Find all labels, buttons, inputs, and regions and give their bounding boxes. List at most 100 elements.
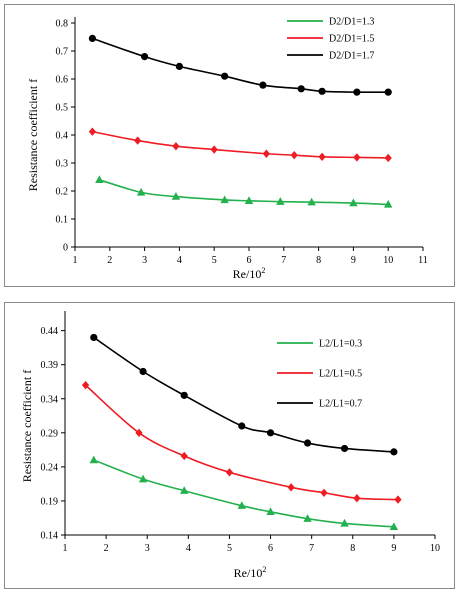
y-tick-label: 0.14	[41, 531, 59, 542]
data-point	[220, 195, 229, 204]
legend-label: L2/L1=0.5	[319, 369, 362, 380]
y-tick-label: 0.29	[41, 428, 59, 439]
x-tick-label: 5	[212, 255, 217, 266]
y-tick-label: 0.6	[56, 75, 69, 86]
data-point	[210, 145, 218, 154]
data-point	[303, 439, 312, 447]
x-tick-label: 3	[145, 543, 150, 554]
data-point	[88, 127, 96, 136]
legend-label: D2/D1=1.3	[329, 17, 374, 28]
data-point	[384, 199, 393, 208]
y-tick-label: 0.2	[56, 187, 69, 198]
x-tick-label: 4	[186, 543, 191, 554]
data-point	[175, 62, 183, 70]
data-point	[134, 136, 142, 145]
y-tick-label: 0.7	[56, 47, 69, 58]
chart-panel-top: 0 0.1 0.2 0.3 0.4 0.5 0.6 0.7 0.8 1 2 3 4 5 6 7 8 9 10 11 Re…	[4, 4, 455, 287]
x-tick-label: 10	[383, 255, 393, 266]
data-point	[95, 175, 104, 183]
data-point	[353, 153, 361, 162]
legend-label: L2/L1=0.7	[319, 399, 362, 410]
y-axis-label: Resistance coefficient f	[26, 79, 40, 191]
data-point	[353, 88, 361, 96]
data-point	[349, 198, 358, 207]
chart-panel-bottom: 0.14 0.19 0.24 0.29 0.34 0.39 0.44 1 2 3 4 5 6 7 8 9 10 R…	[4, 302, 455, 589]
data-point	[390, 448, 398, 456]
x-tick-label: 8	[316, 255, 321, 266]
data-point	[318, 152, 326, 162]
data-point	[141, 53, 149, 61]
data-point	[290, 150, 298, 160]
series-0	[89, 455, 399, 531]
resistance-vs-re-length-ratio-chart: 0.14 0.19 0.24 0.29 0.34 0.39 0.44 1 2 3 4 5 6 7 8 9 10 R…	[20, 311, 440, 580]
y-tick-label: 0.19	[41, 496, 59, 507]
legend-label: L2/L1=0.3	[319, 339, 362, 350]
y-tick-label: 0.4	[56, 131, 69, 142]
data-point	[89, 455, 98, 464]
data-point	[139, 367, 147, 376]
data-point	[266, 429, 275, 437]
x-tick-label: 10	[430, 543, 440, 554]
y-tick-label: 0.34	[41, 394, 59, 405]
data-point	[225, 468, 234, 477]
series-0	[95, 175, 393, 208]
x-tick-label: 1	[73, 255, 78, 266]
data-point	[171, 192, 181, 200]
data-point	[303, 514, 312, 522]
data-point	[180, 451, 188, 461]
y-tick-label: 0.3	[56, 159, 69, 170]
y-tick-label: 0.44	[41, 326, 59, 337]
axes: 0.14 0.19 0.24 0.29 0.34 0.39 0.44 1 2 3 4 5 6 7 8 9 10	[41, 311, 440, 554]
legend-label: D2/D1=1.7	[329, 51, 374, 62]
data-point	[389, 522, 399, 531]
legend: D2/D1=1.3 D2/D1=1.5 D2/D1=1.7	[287, 17, 374, 62]
legend: L2/L1=0.3 L2/L1=0.5 L2/L1=0.7	[277, 339, 362, 410]
x-tick-label: 9	[351, 255, 356, 266]
x-tick-label: 2	[107, 255, 112, 266]
series-line	[93, 336, 394, 453]
series-1	[81, 380, 402, 504]
data-point	[318, 87, 326, 95]
data-point	[81, 380, 90, 390]
series-line	[92, 130, 389, 159]
data-point	[307, 197, 316, 206]
x-tick-label: 7	[281, 255, 286, 266]
data-point	[135, 428, 143, 438]
y-axis-label: Resistance coefficient f	[20, 370, 34, 482]
x-tick-label: 5	[227, 543, 232, 554]
y-tick-label: 0.5	[56, 103, 69, 114]
x-axis-label: Re/102	[233, 266, 266, 281]
data-point	[90, 333, 98, 342]
data-point	[180, 486, 189, 494]
data-point	[221, 72, 229, 80]
axes: 0 0.1 0.2 0.3 0.4 0.5 0.6 0.7 0.8 1 2 3 4 5 6 7 8 9 10 11	[56, 17, 428, 266]
data-point	[172, 142, 180, 151]
data-point	[276, 197, 285, 205]
data-point	[266, 507, 275, 516]
x-tick-label: 8	[350, 543, 355, 554]
x-tick-label: 6	[268, 543, 273, 554]
data-point	[244, 196, 254, 204]
data-point	[237, 501, 246, 509]
data-point	[394, 495, 402, 504]
data-point	[238, 422, 246, 430]
data-point	[136, 187, 146, 196]
x-tick-label: 6	[247, 255, 252, 266]
data-point	[287, 483, 295, 492]
data-point	[320, 488, 328, 497]
data-point	[262, 149, 270, 158]
series-2	[90, 333, 398, 456]
data-point	[297, 85, 305, 93]
x-tick-label: 2	[104, 543, 109, 554]
x-tick-label: 9	[391, 543, 396, 554]
data-point	[340, 444, 349, 453]
x-tick-label: 4	[177, 255, 182, 266]
data-point	[259, 81, 267, 89]
x-axis-label: Re/102	[234, 565, 267, 580]
series-line	[93, 459, 394, 528]
data-point	[138, 474, 148, 483]
data-point	[384, 153, 392, 163]
series-line	[92, 37, 389, 94]
x-tick-label: 3	[142, 255, 147, 266]
x-tick-label: 11	[418, 255, 428, 266]
